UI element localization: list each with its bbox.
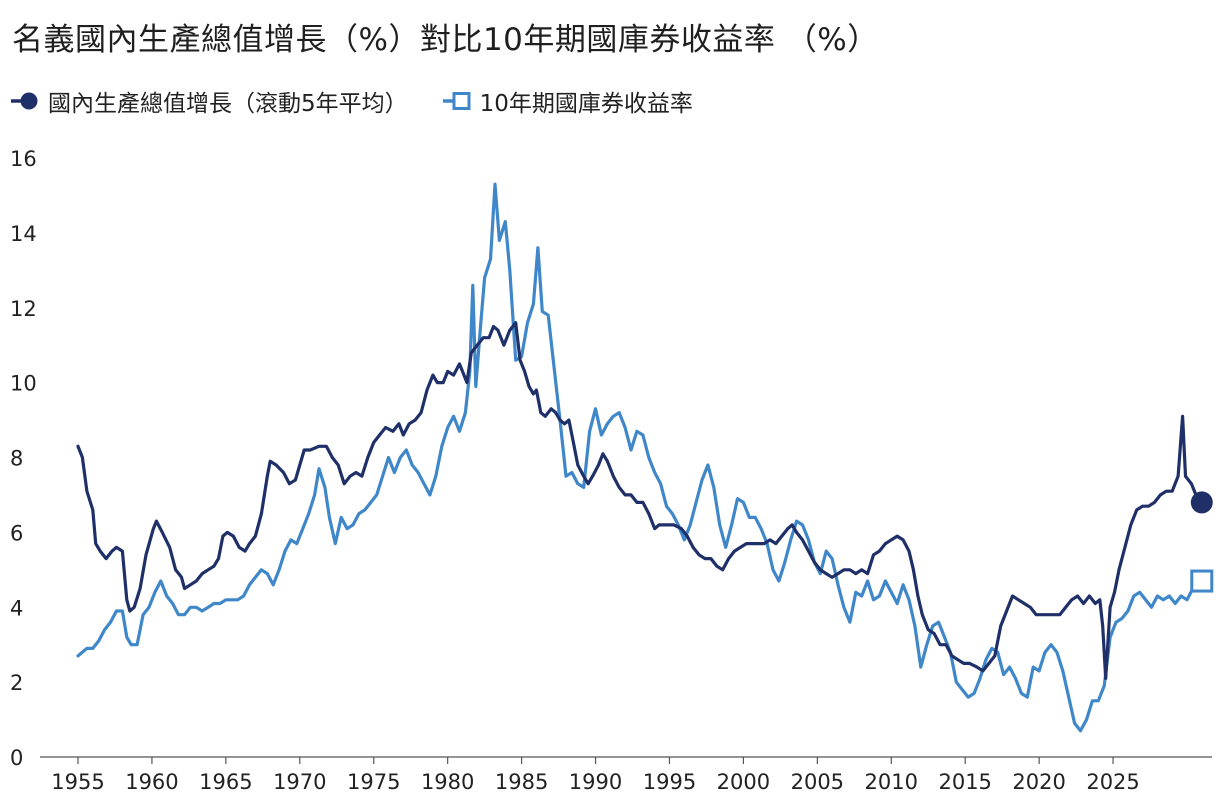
legend-item-gdp: 國內生產總值增長（滾動5年平均） xyxy=(10,84,408,118)
y-tick-label: 12 xyxy=(10,297,37,321)
x-tick-label: 1960 xyxy=(125,770,178,794)
x-tick-label: 2000 xyxy=(717,770,770,794)
y-tick-label: 2 xyxy=(10,671,23,695)
y-tick-label: 14 xyxy=(10,222,37,246)
x-tick-label: 1955 xyxy=(51,770,104,794)
y-tick-label: 6 xyxy=(10,521,23,545)
x-tick-label: 2010 xyxy=(865,770,918,794)
x-tick-label: 1975 xyxy=(347,770,400,794)
legend-swatch-gdp xyxy=(11,92,38,110)
y-tick-label: 10 xyxy=(10,372,37,396)
x-tick-label: 1990 xyxy=(569,770,622,794)
y-tick-label: 8 xyxy=(10,447,23,471)
y-tick-label: 0 xyxy=(10,746,23,770)
x-tick-label: 1965 xyxy=(199,770,252,794)
chart-title: 名義國內生產總值增長（%）對比10年期國庫券收益率 （%） xyxy=(12,22,879,58)
x-tick-label: 1985 xyxy=(495,770,548,794)
y-tick-label: 16 xyxy=(10,147,37,171)
chart-legend: 國內生產總值增長（滾動5年平均） 10年期國庫券收益率 xyxy=(10,84,727,118)
x-tick-label: 1980 xyxy=(421,770,474,794)
x-tick-label: 2025 xyxy=(1086,770,1139,794)
series-line-treasury xyxy=(76,182,1204,733)
legend-label-treasury: 10年期國庫券收益率 xyxy=(479,91,693,117)
x-tick-label: 2020 xyxy=(1012,770,1065,794)
x-tick-label: 2005 xyxy=(791,770,844,794)
x-tick-label: 1995 xyxy=(643,770,696,794)
legend-label-gdp: 國內生產總值增長（滾動5年平均） xyxy=(48,91,408,117)
legend-item-treasury: 10年期國庫券收益率 xyxy=(442,84,693,118)
gdp-end-marker xyxy=(1190,491,1213,514)
y-tick-label: 4 xyxy=(10,596,23,620)
legend-swatch-treasury xyxy=(442,92,471,110)
treasury-end-marker xyxy=(1190,569,1214,593)
series-line-gdp xyxy=(76,321,1204,681)
x-tick-label: 2015 xyxy=(938,770,991,794)
x-tick-label: 1970 xyxy=(273,770,326,794)
